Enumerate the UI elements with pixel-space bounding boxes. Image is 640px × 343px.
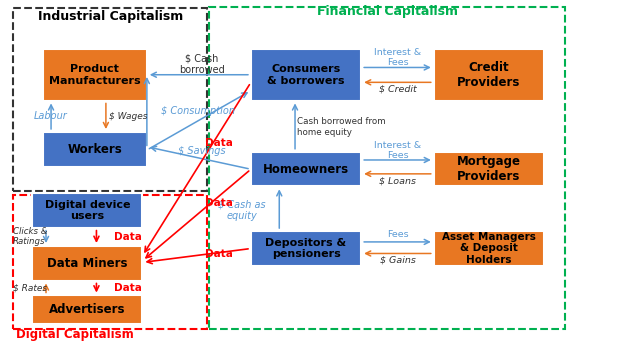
Text: Data: Data	[205, 198, 232, 208]
Text: Cash borrowed from
home equity: Cash borrowed from home equity	[297, 117, 385, 137]
FancyBboxPatch shape	[434, 152, 544, 186]
Text: Financial Capitalism: Financial Capitalism	[317, 5, 458, 18]
Text: Digital Capitalism: Digital Capitalism	[15, 328, 133, 341]
FancyBboxPatch shape	[32, 193, 143, 228]
FancyBboxPatch shape	[251, 152, 361, 186]
Text: Mortgage
Providers: Mortgage Providers	[457, 155, 521, 183]
Text: Interest &
Fees: Interest & Fees	[374, 141, 421, 161]
Text: Industrial Capitalism: Industrial Capitalism	[38, 10, 183, 23]
Text: Data: Data	[205, 249, 232, 259]
Text: $ Cash as
equity: $ Cash as equity	[218, 199, 265, 221]
Text: Data Miners: Data Miners	[47, 257, 127, 270]
Text: $ Savings: $ Savings	[178, 146, 225, 156]
Text: Data: Data	[205, 139, 232, 149]
FancyBboxPatch shape	[32, 246, 143, 281]
Text: $ Loans: $ Loans	[380, 176, 416, 185]
Text: Asset Managers
& Deposit
Holders: Asset Managers & Deposit Holders	[442, 232, 536, 265]
Text: $ Wages: $ Wages	[109, 112, 148, 121]
Text: Credit
Providers: Credit Providers	[457, 61, 520, 89]
Text: Product
Manufacturers: Product Manufacturers	[49, 64, 141, 86]
Text: $ Gains: $ Gains	[380, 256, 416, 265]
Text: Depositors &
pensioners: Depositors & pensioners	[266, 238, 347, 259]
Text: Clicks &
Ratings: Clicks & Ratings	[13, 227, 48, 246]
FancyBboxPatch shape	[251, 49, 361, 100]
Text: $ Rates: $ Rates	[13, 283, 47, 292]
Text: Consumers
& borrowers: Consumers & borrowers	[268, 64, 345, 86]
Text: Workers: Workers	[67, 143, 122, 156]
Text: Advertisers: Advertisers	[49, 303, 125, 316]
FancyBboxPatch shape	[43, 49, 147, 100]
FancyBboxPatch shape	[251, 231, 361, 266]
Text: $ Cash
borrowed: $ Cash borrowed	[179, 54, 225, 75]
Text: Data: Data	[114, 232, 142, 241]
Text: Digital device
users: Digital device users	[45, 200, 130, 221]
Text: $ Credit: $ Credit	[379, 85, 417, 94]
Text: Fees: Fees	[387, 230, 408, 239]
Text: Labour: Labour	[33, 111, 67, 121]
FancyBboxPatch shape	[43, 132, 147, 167]
Text: $ Consumption: $ Consumption	[161, 106, 235, 116]
FancyBboxPatch shape	[434, 231, 544, 266]
Text: Data: Data	[114, 283, 142, 293]
Text: Interest &
Fees: Interest & Fees	[374, 48, 421, 67]
FancyBboxPatch shape	[434, 49, 544, 100]
FancyBboxPatch shape	[32, 295, 143, 323]
Text: Homeowners: Homeowners	[263, 163, 349, 176]
